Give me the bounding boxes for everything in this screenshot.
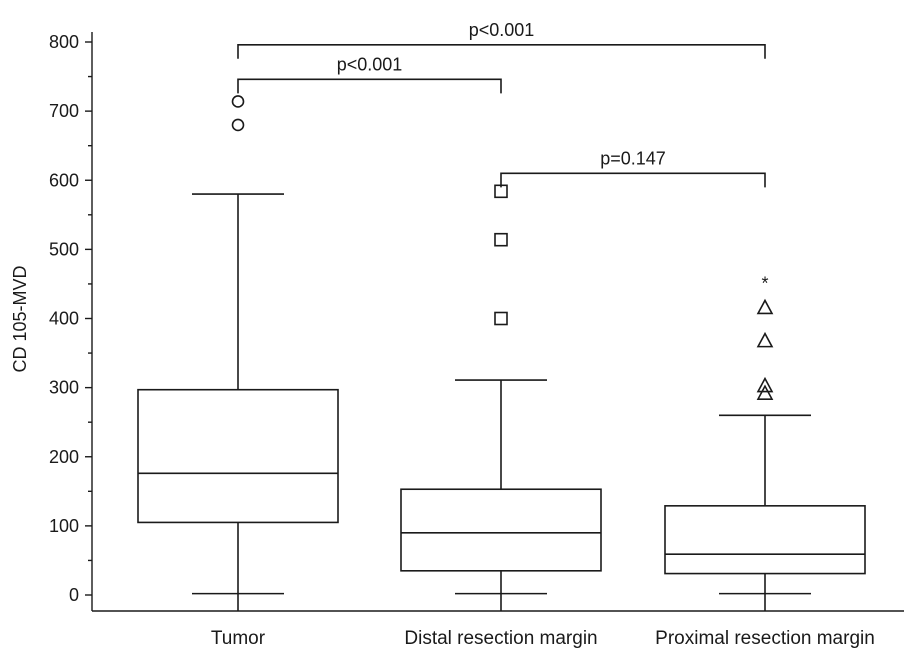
y-tick-label: 600 (49, 170, 79, 190)
outlier-triangle (756, 376, 774, 393)
y-tick-label: 800 (49, 32, 79, 52)
iqr-box (664, 505, 866, 575)
bracket-line (500, 172, 766, 188)
extreme-star: * (761, 273, 768, 293)
p-value-label: p<0.001 (469, 20, 535, 40)
y-tick-label: 700 (49, 101, 79, 121)
p-value-label: p<0.001 (337, 54, 403, 74)
iqr-box (137, 388, 339, 524)
iqr-box (400, 488, 602, 572)
bracket-line (237, 43, 766, 59)
y-tick-label: 100 (49, 516, 79, 536)
bracket-line (237, 78, 502, 94)
outlier-circle (231, 95, 245, 108)
comparison-bracket: p<0.001 (237, 20, 766, 59)
box-series: * (137, 95, 866, 611)
x-category-label: Tumor (211, 628, 266, 649)
significance-brackets: p<0.001 p<0.001 p=0.147 (237, 20, 766, 188)
y-tick-label: 0 (69, 585, 79, 605)
y-axis-title: CD 105-MVD (10, 265, 30, 372)
y-tick-label: 300 (49, 378, 79, 398)
outlier-triangle (756, 298, 774, 315)
outlier-square (494, 232, 508, 247)
comparison-bracket: p<0.001 (237, 54, 502, 94)
y-tick-label: 500 (49, 239, 79, 259)
x-category-label: Proximal resection margin (655, 628, 875, 649)
outlier-triangle (756, 331, 774, 348)
p-value-label: p=0.147 (600, 148, 666, 168)
outlier-square (494, 311, 508, 326)
y-tick-label: 200 (49, 447, 79, 467)
comparison-bracket: p=0.147 (500, 148, 766, 188)
box-group: * (664, 273, 866, 611)
box-group (137, 95, 339, 611)
y-tick-label: 400 (49, 309, 79, 329)
outlier-circle (231, 118, 245, 132)
x-axis: Tumor Distal resection margin Proximal res… (92, 610, 904, 649)
outlier-square (494, 184, 508, 199)
box-group (400, 184, 602, 611)
y-axis: 0 100 200 300 400 500 600 700 800 (49, 32, 93, 611)
outlier-triangle (756, 384, 774, 400)
x-category-label: Distal resection margin (404, 628, 597, 649)
